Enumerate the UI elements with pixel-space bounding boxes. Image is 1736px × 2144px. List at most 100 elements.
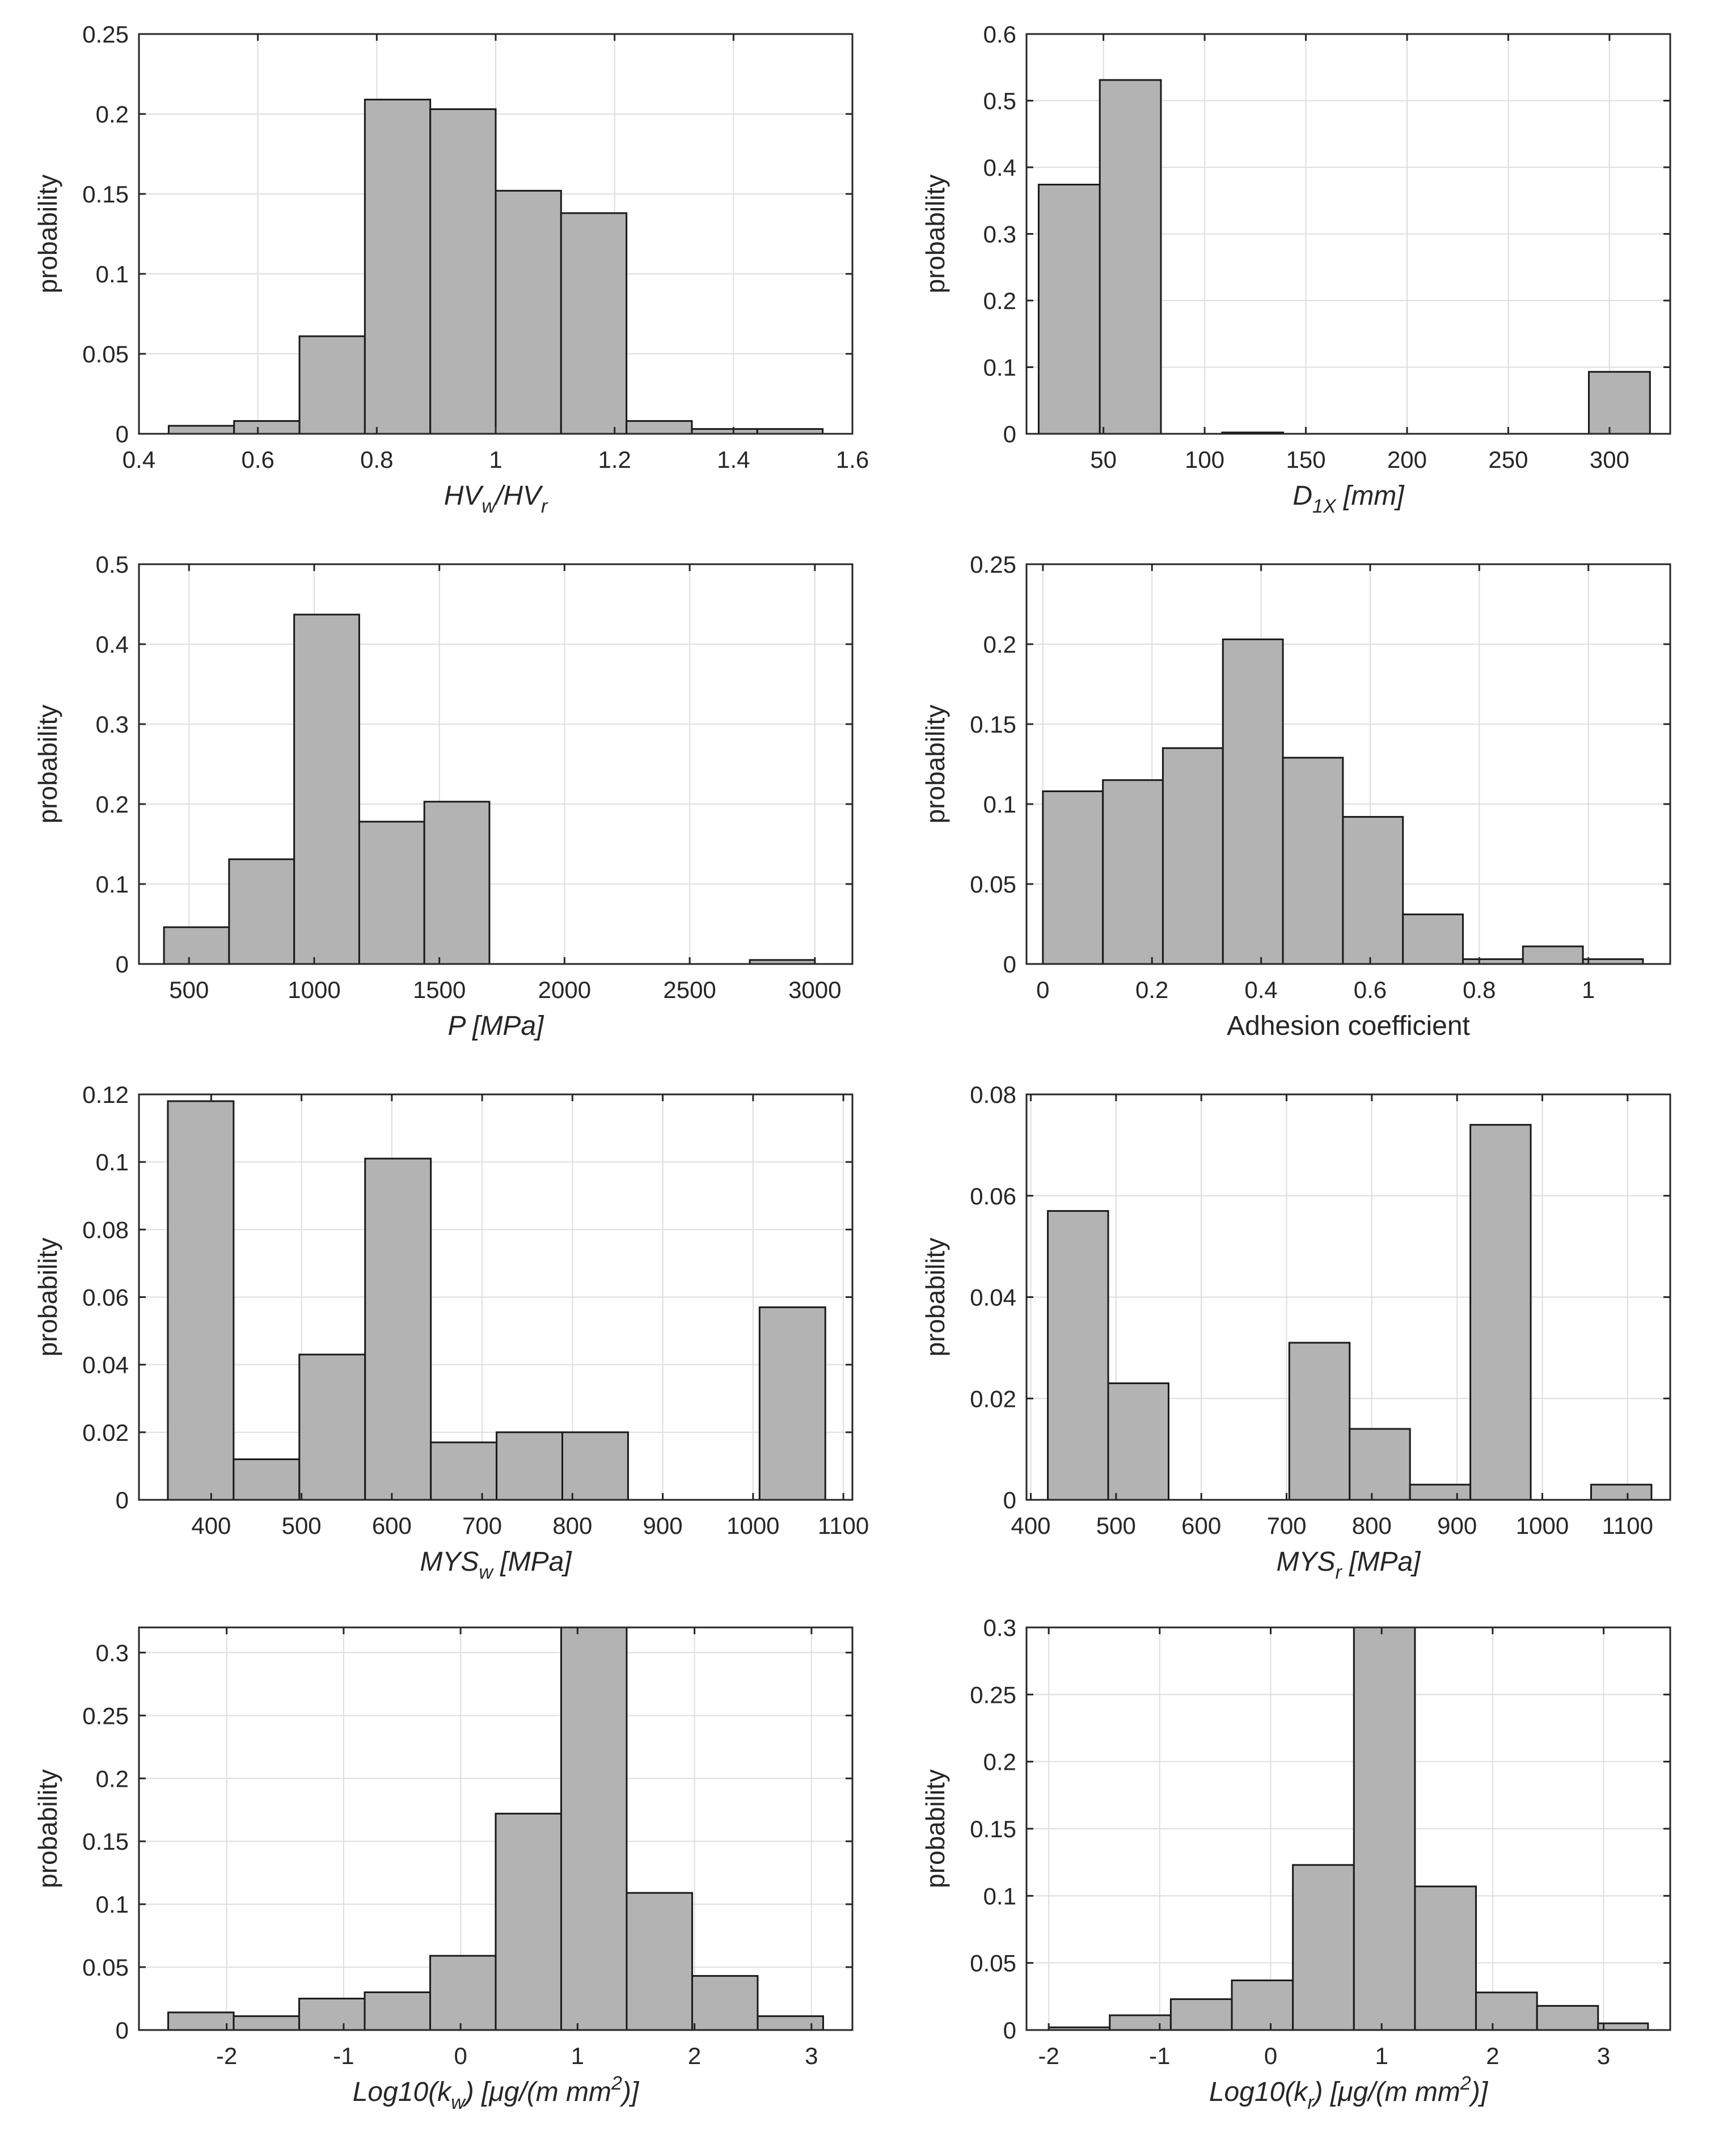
histogram-bar (626, 1892, 693, 2031)
x-tick-label: 1.6 (836, 446, 869, 473)
y-tick-label: 0 (116, 951, 129, 978)
histogram-bar (1349, 1428, 1411, 1501)
histogram-bar (1109, 2014, 1172, 2031)
y-tick-label: 0.05 (970, 1950, 1016, 1977)
histogram-bar (1037, 184, 1101, 435)
y-tick-label: 0.06 (970, 1183, 1016, 1210)
axes-box (138, 1626, 854, 2031)
histogram-bar (496, 1431, 564, 1501)
y-axis-label: probability (920, 175, 950, 294)
histogram-bar (233, 2015, 301, 2031)
histogram-bar (298, 335, 366, 435)
x-tick-label: 50 (1090, 446, 1117, 473)
x-tick-label: 0.8 (1463, 976, 1496, 1003)
y-tick-label: 0.05 (82, 341, 129, 367)
x-tick-label: 250 (1488, 446, 1528, 473)
histogram-bar (560, 212, 628, 435)
axes-box (138, 563, 854, 965)
histogram-bar (167, 1100, 235, 1501)
histogram-bar (1107, 1382, 1169, 1501)
x-tick-label: 0.2 (1135, 976, 1168, 1003)
y-tick-label: 0.2 (983, 1749, 1016, 1775)
y-axis-label: probability (920, 1238, 950, 1357)
x-tick-label: 0.4 (1244, 976, 1277, 1003)
histogram-bar (1402, 914, 1464, 965)
chart-mys-w: 400 500 600 700 800 900 1000 1100 0 0.02 0.04 0.06 0… (33, 1081, 869, 1583)
x-tick-label: 2500 (663, 976, 716, 1003)
histogram-bar (495, 189, 562, 435)
histogram-bar (1161, 747, 1224, 965)
x-tick-label: 800 (552, 1512, 592, 1539)
y-tick-label: 0 (116, 421, 129, 447)
histogram-bar (1475, 1991, 1538, 2031)
x-tick-label: 0 (454, 2042, 467, 2069)
x-tick-label: 1100 (818, 1512, 869, 1539)
y-tick-label: 0.2 (96, 1765, 129, 1792)
y-axis-label: probability (33, 1238, 62, 1357)
x-tick-label: 700 (1266, 1512, 1306, 1539)
x-axis-label: MYSr [MPa] (1276, 1547, 1421, 1583)
histogram-bar (1353, 1626, 1416, 2031)
histogram-bar (298, 1998, 366, 2031)
x-tick-label: 0.8 (360, 446, 393, 473)
y-axis-label: probability (920, 705, 950, 824)
histogram-bar (1288, 1342, 1351, 1501)
x-tick-label: -2 (216, 2042, 237, 2069)
chart-log-kr: -2 -1 0 1 2 3 0 0.05 0.1 0.15 0.2 0.25 0.3 probabilit… (920, 1614, 1671, 2113)
histogram-bar (233, 1458, 301, 1501)
y-tick-label: 0.25 (970, 551, 1016, 578)
x-tick-label: 2 (1486, 2042, 1499, 2069)
x-tick-label: 0.6 (1354, 976, 1387, 1003)
histogram-bar (1292, 1864, 1355, 2031)
x-axis-label: D1X [mm] (1293, 481, 1405, 517)
histogram-bar (167, 2011, 235, 2031)
y-tick-label: 0.3 (96, 711, 129, 738)
histogram-bar (1536, 2005, 1599, 2031)
y-tick-label: 0.08 (82, 1216, 129, 1243)
x-axis-label: Adhesion coefficient (1227, 1011, 1470, 1041)
histogram-bar (560, 1626, 628, 2031)
histogram-bar (1222, 638, 1284, 965)
y-tick-label: 0.25 (970, 1681, 1016, 1708)
x-tick-label: 1 (489, 446, 502, 473)
x-tick-label: 0 (1036, 976, 1049, 1003)
y-tick-label: 0.04 (82, 1352, 129, 1378)
x-tick-label: 3 (1597, 2042, 1610, 2069)
y-tick-label: 0.25 (82, 1702, 129, 1729)
y-tick-label: 0.1 (96, 1891, 129, 1918)
y-tick-label: 0.04 (970, 1284, 1016, 1311)
x-tick-label: 900 (643, 1512, 683, 1539)
y-tick-label: 0.08 (970, 1081, 1016, 1108)
x-tick-label: 800 (1352, 1512, 1392, 1539)
histogram-bar (423, 801, 491, 965)
y-tick-label: 0 (1003, 2017, 1016, 2044)
chart-adhesion: 0 0.2 0.4 0.6 0.8 1 0 0.05 0.1 0.15 0.2 0.25 probabi… (920, 551, 1671, 1041)
y-tick-label: 0.2 (983, 631, 1016, 658)
x-tick-label: 500 (1096, 1512, 1136, 1539)
y-tick-label: 0.2 (96, 101, 129, 128)
y-tick-label: 0.15 (82, 1828, 129, 1855)
histogram-bar (1231, 1979, 1294, 2031)
y-tick-label: 0.5 (983, 88, 1016, 115)
histogram-bar (293, 614, 360, 965)
x-axis-label: Log10(kr) [μg/(m mm2)] (1209, 2073, 1489, 2113)
histogram-bar (1042, 790, 1104, 965)
x-tick-label: 1.4 (717, 446, 750, 473)
y-tick-label: 0.1 (96, 261, 129, 287)
y-axis-label: probability (33, 175, 62, 294)
histogram-bar (364, 1991, 432, 2031)
y-tick-label: 0.1 (983, 354, 1016, 381)
chart-log-kw: -2 -1 0 1 2 3 0 0.05 0.1 0.15 0.2 0.25 0.3 probabilit… (33, 1626, 854, 2113)
histogram-bar (429, 108, 497, 435)
y-tick-label: 0.02 (970, 1385, 1016, 1412)
x-tick-label: 300 (1590, 446, 1629, 473)
y-tick-label: 0.1 (983, 791, 1016, 818)
x-tick-label: 500 (282, 1512, 322, 1539)
histogram-bar (1102, 779, 1164, 965)
histogram-bar (167, 425, 235, 435)
y-tick-label: 0.05 (82, 1954, 129, 1981)
histogram-bar (233, 420, 301, 435)
x-tick-label: 100 (1185, 446, 1224, 473)
x-tick-label: 1000 (726, 1512, 779, 1539)
